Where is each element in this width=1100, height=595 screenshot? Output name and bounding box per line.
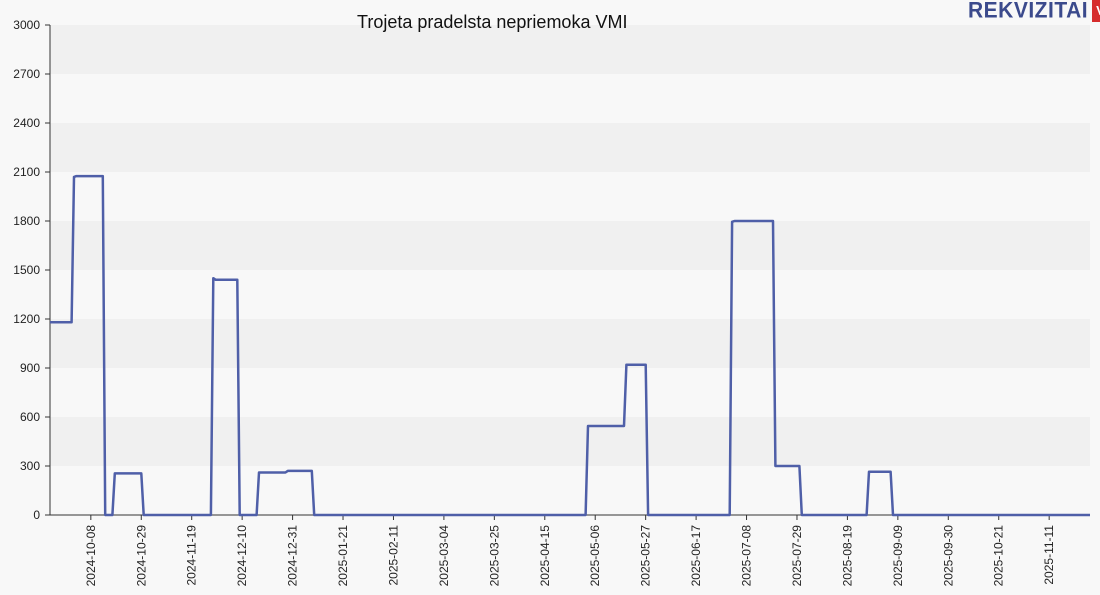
y-tick-label: 0 <box>33 508 40 522</box>
x-tick-label: 2025-03-25 <box>487 525 501 587</box>
x-tick-label: 2025-06-17 <box>689 525 703 587</box>
y-tick-label: 1500 <box>13 263 40 277</box>
x-tick-label: 2025-05-06 <box>588 525 602 587</box>
y-tick-label: 1800 <box>13 214 40 228</box>
x-tick-label: 2025-07-29 <box>790 525 804 587</box>
series-line <box>50 174 1090 517</box>
x-tick-label: 2024-11-19 <box>185 525 199 586</box>
x-tick-label: 2025-07-08 <box>740 525 754 587</box>
x-tick-label: 2025-03-04 <box>437 525 451 587</box>
x-tick-label: 2024-12-10 <box>235 525 249 587</box>
x-tick-label: 2025-09-30 <box>941 525 955 587</box>
x-tick-label: 2024-10-08 <box>84 525 98 587</box>
brand-logo[interactable]: REKVIZITAI VŽ <box>968 0 1100 22</box>
y-tick-label: 3000 <box>13 18 40 32</box>
grid-band <box>50 25 1090 74</box>
x-tick-label: 2025-05-27 <box>639 525 653 587</box>
grid-band <box>50 319 1090 368</box>
y-tick-label: 2700 <box>13 67 40 81</box>
x-tick-label: 2025-10-21 <box>992 525 1006 587</box>
y-tick-label: 300 <box>20 459 40 473</box>
x-tick-label: 2025-01-21 <box>336 525 350 587</box>
y-tick-label: 900 <box>20 361 40 375</box>
x-tick-label: 2025-02-11 <box>386 525 400 586</box>
y-tick-label: 600 <box>20 410 40 424</box>
grid-band <box>50 123 1090 172</box>
y-tick-label: 1200 <box>13 312 40 326</box>
grid-band <box>50 221 1090 270</box>
x-tick-label: 2025-09-09 <box>891 525 905 587</box>
y-tick-label: 2400 <box>13 116 40 130</box>
x-tick-label: 2025-04-15 <box>538 525 552 587</box>
x-tick-label: 2025-08-19 <box>840 525 854 587</box>
x-tick-label: 2024-10-29 <box>134 525 148 587</box>
chart-title: Trojeta pradelsta nepriemoka VMI <box>357 12 628 32</box>
y-tick-label: 2100 <box>13 165 40 179</box>
brand-wordmark: REKVIZITAI <box>968 0 1089 23</box>
brand-badge: VŽ <box>1092 0 1100 22</box>
x-tick-label: 2024-12-31 <box>286 525 300 587</box>
grid-band <box>50 417 1090 466</box>
x-tick-label: 2025-11-11 <box>1042 525 1056 585</box>
